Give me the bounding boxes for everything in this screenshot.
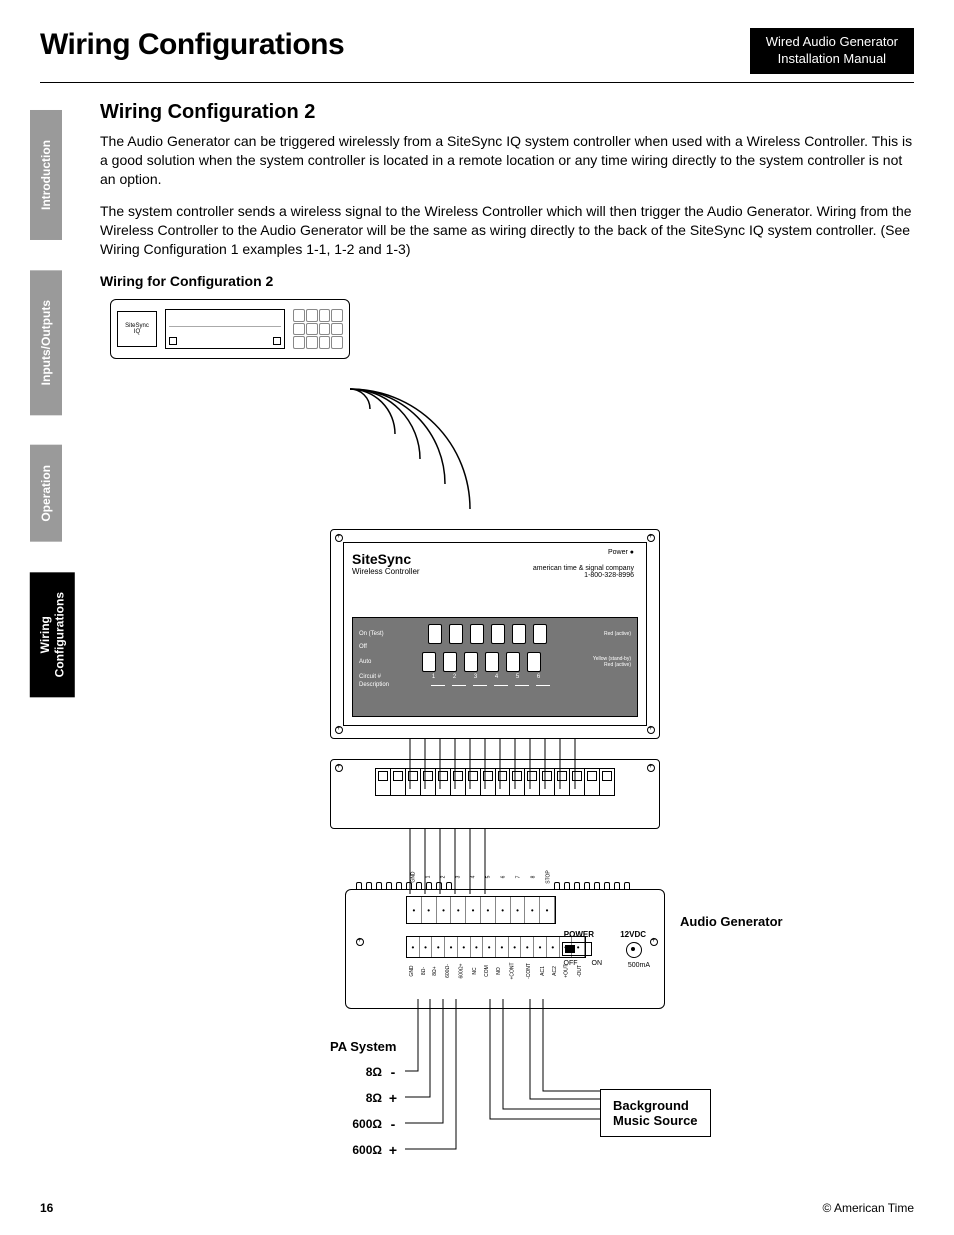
badge-line2: Installation Manual — [766, 51, 898, 68]
ag-dc-label: 12VDC — [620, 930, 646, 939]
page-title: Wiring Configurations — [40, 28, 344, 62]
ag-top-terminal-labels: GND 1 2 3 4 5 6 7 8 STOP — [406, 880, 556, 886]
controller-screen — [165, 309, 285, 349]
paragraph-1: The Audio Generator can be triggered wir… — [100, 132, 914, 189]
wireless-controller: SiteSync Wireless Controller Power ● ame… — [330, 529, 660, 739]
wc-lbl-red: Red (active) — [591, 631, 631, 637]
ag-bottom-terminals — [406, 936, 586, 958]
wc-switch-panel: On (Test) Red (active) Off Auto Yellow (… — [352, 617, 638, 717]
diagram-subhead: Wiring for Configuration 2 — [100, 273, 914, 289]
wc-row-auto: Auto — [359, 659, 371, 665]
badge-line1: Wired Audio Generator — [766, 34, 898, 51]
wc-power-label: Power ● — [608, 549, 634, 556]
wc-faceplate: SiteSync Wireless Controller Power ● ame… — [343, 542, 647, 726]
page-number: 16 — [40, 1201, 53, 1215]
ag-power-switch — [562, 942, 592, 956]
ag-dc-jack — [626, 942, 642, 958]
wc-circuit-numbers: 1 2 3 4 5 6 — [427, 674, 546, 680]
pa-impedance-rows: 8Ω- 8Ω+ 600Ω- 600Ω+ — [330, 1059, 400, 1163]
audio-generator-label: Audio Generator — [680, 914, 783, 929]
manual-badge: Wired Audio Generator Installation Manua… — [750, 28, 914, 74]
tab-wiring-line: Wiring Configurations — [38, 592, 67, 677]
controller-logo: SiteSyncIQ — [117, 311, 157, 347]
wireless-signal-icon — [320, 359, 500, 539]
terminal-strip — [375, 768, 615, 796]
ag-ma-label: 500mA — [628, 962, 650, 969]
audio-generator: GND 1 2 3 4 5 6 7 8 STOP GND 8Ω- 8Ω+ — [345, 889, 665, 1009]
wiring-diagram: SiteSyncIQ — [110, 299, 810, 1159]
side-tabs: Introduction Inputs/Outputs Operation Wi… — [30, 110, 75, 727]
ag-power-label: POWER — [564, 930, 594, 939]
pa-row-1: 8Ω- — [330, 1059, 400, 1085]
wc-row-circuit: Circuit # — [359, 674, 381, 680]
ag-off-on: OFF ON — [564, 960, 603, 967]
controller-buttons — [293, 309, 343, 349]
pa-row-2: 8Ω+ — [330, 1085, 400, 1111]
pa-system-label: PA System — [330, 1039, 396, 1054]
wc-switches-bot — [422, 652, 541, 672]
wc-lbl-yellow: Yellow (stand-by) Red (active) — [591, 656, 631, 668]
page-footer: 16 © American Time — [40, 1201, 914, 1215]
tab-wiring-configurations: Wiring Configurations — [30, 572, 75, 697]
paragraph-2: The system controller sends a wireless s… — [100, 202, 914, 259]
content-area: Wiring Configuration 2 The Audio Generat… — [0, 83, 954, 1159]
sitesync-iq-controller: SiteSyncIQ — [110, 299, 350, 359]
pa-row-4: 600Ω+ — [330, 1137, 400, 1163]
section-heading: Wiring Configuration 2 — [100, 101, 914, 124]
ag-heatsink-fins-right — [554, 882, 654, 890]
wc-terminal-box — [330, 759, 660, 829]
wc-row-off: Off — [359, 644, 367, 650]
pa-row-3: 600Ω- — [330, 1111, 400, 1137]
copyright: © American Time — [822, 1201, 914, 1215]
wc-row-on: On (Test) — [359, 631, 384, 637]
wc-company: american time & signal company 1-800-328… — [533, 565, 634, 579]
wc-switches-top — [428, 624, 547, 644]
ag-top-terminals — [406, 896, 556, 924]
ag-bottom-terminal-labels: GND 8Ω- 8Ω+ 600Ω- 600Ω+ NC COM NO +CONT … — [406, 962, 586, 968]
wc-row-desc: Description — [359, 682, 389, 688]
page-header: Wiring Configurations Wired Audio Genera… — [0, 0, 954, 82]
tab-introduction: Introduction — [30, 110, 62, 240]
tab-operation: Operation — [30, 445, 62, 542]
tab-inputs-outputs: Inputs/Outputs — [30, 270, 62, 415]
background-music-box: Background Music Source — [600, 1089, 711, 1137]
